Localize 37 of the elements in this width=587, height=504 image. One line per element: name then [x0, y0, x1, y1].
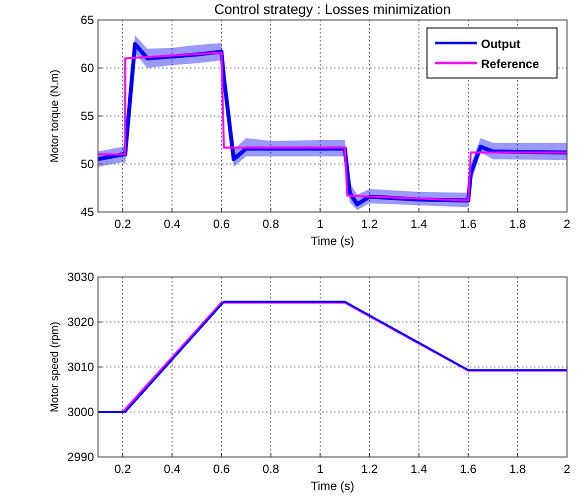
- x-tick-label: 1.2: [361, 217, 378, 231]
- x-axis-title: Time (s): [310, 479, 354, 493]
- y-tick-label: 3030: [67, 270, 94, 284]
- y-axis-title: Motor speed (rpm): [49, 322, 61, 412]
- x-tick-label: 0.2: [114, 462, 132, 476]
- y-tick-label: 2990: [67, 450, 94, 464]
- y-tick-label: 60: [80, 61, 94, 75]
- legend-label: Reference: [481, 57, 540, 71]
- x-tick-label: 2: [564, 462, 571, 476]
- x-tick-label: 0.8: [262, 217, 280, 231]
- x-tick-label: 0.6: [213, 217, 230, 231]
- x-tick-label: 0.2: [114, 217, 132, 231]
- x-tick-label: 0.4: [164, 462, 181, 476]
- x-tick-label: 1.6: [460, 217, 477, 231]
- y-axis-title: Motor torque (N.m): [49, 70, 61, 162]
- x-tick-label: 1.4: [410, 217, 428, 231]
- x-tick-label: 1: [316, 462, 324, 476]
- chart-title: Control strategy : Losses minimization: [214, 1, 451, 17]
- x-tick-label: 1.2: [361, 462, 378, 476]
- y-tick-label: 3020: [67, 315, 94, 329]
- x-tick-label: 0.6: [213, 462, 230, 476]
- y-tick-label: 3010: [67, 360, 94, 374]
- x-tick-label: 2: [564, 217, 571, 231]
- x-tick-label: 1.6: [460, 462, 477, 476]
- x-tick-label: 1.8: [509, 217, 526, 231]
- x-tick-label: 0.4: [164, 217, 181, 231]
- y-tick-label: 45: [80, 205, 94, 219]
- y-tick-label: 65: [80, 13, 94, 27]
- y-tick-label: 3000: [67, 405, 94, 419]
- y-tick-label: 50: [80, 157, 94, 171]
- x-tick-label: 0.8: [262, 462, 280, 476]
- x-tick-label: 1: [316, 217, 324, 231]
- legend-label: Output: [481, 37, 520, 51]
- y-tick-label: 55: [80, 109, 94, 123]
- x-axis-title: Time (s): [310, 234, 354, 248]
- x-tick-label: 1.4: [410, 462, 428, 476]
- x-tick-label: 1.8: [509, 462, 526, 476]
